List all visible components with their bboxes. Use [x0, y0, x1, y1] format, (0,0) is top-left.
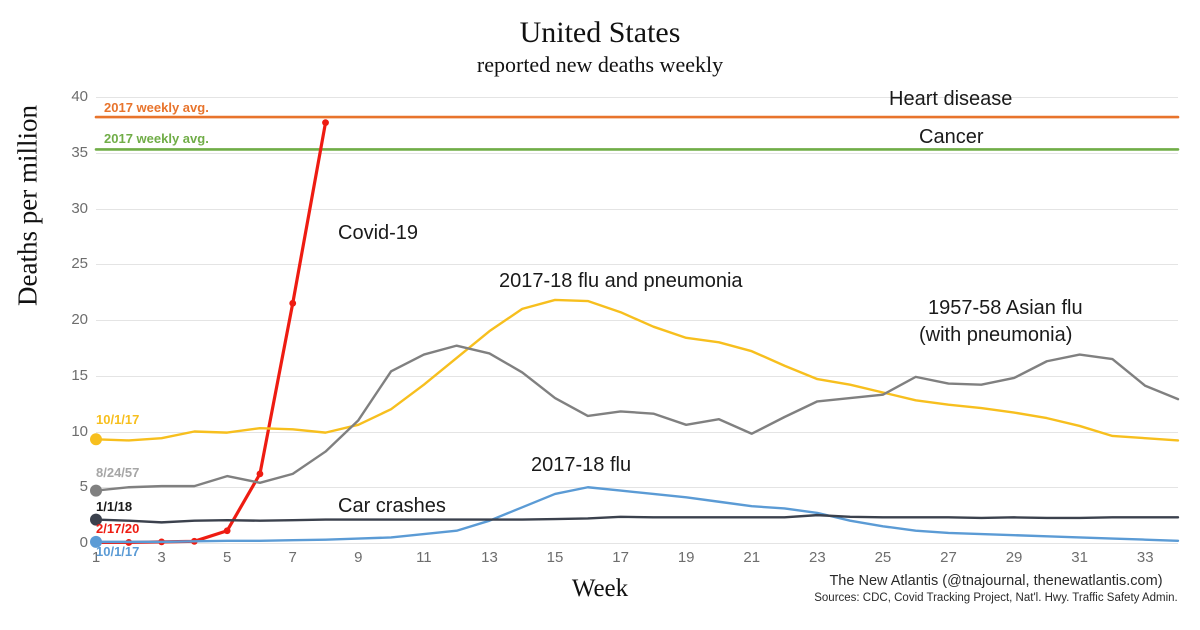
y-axis-tick-label: 10	[71, 422, 88, 440]
reference-label-cancer: 2017 weekly avg.	[104, 131, 209, 146]
annotation-heart-disease: Heart disease	[889, 88, 1013, 110]
gridline	[96, 97, 1178, 98]
x-axis-title: Week	[571, 575, 629, 602]
y-axis-tick-label: 0	[79, 534, 88, 551]
footer: The New Atlantis (@tnajournal, thenewatl…	[806, 572, 1186, 606]
gridline	[96, 543, 1178, 544]
annotation-flu-pneumonia: 2017-18 flu and pneumonia	[499, 270, 743, 292]
series-line-car-crashes	[94, 513, 1180, 524]
series-line-1957-58-asian-flu-with-pneumonia	[94, 344, 1180, 492]
series-start-dot	[90, 535, 102, 548]
gridline	[96, 264, 1178, 266]
gridline	[96, 487, 1178, 489]
x-axis-tick-label: 25	[874, 549, 892, 566]
gridline	[96, 152, 1178, 154]
data-point-marker	[223, 527, 231, 535]
data-point-marker	[256, 470, 264, 478]
y-axis-tick-label: 30	[71, 199, 88, 217]
chart-title-block: United States reported new deaths weekly	[0, 16, 1200, 78]
x-axis-tick-label: 13	[481, 549, 498, 566]
series-line-2017-18-flu-and-pneumonia	[94, 298, 1180, 442]
gridline	[96, 431, 1178, 433]
x-axis-tick-label: 31	[1071, 549, 1088, 566]
series-start-dot	[90, 433, 102, 446]
x-axis-tick-label: 15	[546, 549, 564, 566]
x-axis-tick-label: 5	[222, 549, 232, 566]
x-axis-tick-label: 11	[416, 549, 432, 566]
annotation-flu-2017: 2017-18 flu	[531, 454, 632, 476]
x-axis-tick-label: 7	[288, 549, 297, 566]
footer-sources: Sources: CDC, Covid Tracking Project, Na…	[814, 591, 1178, 604]
start-label-asian-flu: 8/24/57	[96, 465, 140, 480]
series-line-2017-18-flu	[94, 486, 1180, 544]
annotation-covid: Covid-19	[338, 222, 419, 244]
x-axis-tick-label: 3	[157, 549, 166, 566]
annotation-asian-flu-line1: 1957-58 Asian flu	[928, 297, 1083, 319]
y-axis-tick-label: 15	[71, 366, 88, 384]
y-axis-tick-label: 20	[71, 311, 88, 328]
x-axis-tick-label: 9	[354, 549, 363, 566]
gridline	[96, 208, 1178, 210]
x-axis-tick-label: 23	[808, 549, 826, 566]
x-axis-tick-label: 27	[940, 549, 957, 566]
y-axis-tick-label: 25	[71, 255, 88, 273]
start-label-flu: 10/1/17	[96, 544, 140, 559]
y-axis-tick-label: 5	[79, 478, 88, 496]
page-title: United States	[519, 16, 681, 49]
annotation-asian-flu-line2: (with pneumonia)	[919, 324, 1073, 346]
series-start-dot	[90, 484, 102, 497]
y-axis-title: Deaths per million	[12, 105, 43, 306]
data-point-marker	[322, 119, 329, 127]
series-start-dot	[90, 513, 102, 526]
page-subtitle: reported new deaths weekly	[476, 51, 724, 77]
data-point-marker	[289, 299, 297, 307]
y-axis-tick-label: 40	[71, 88, 88, 105]
start-label-car-crashes: 1/1/18	[96, 499, 133, 514]
plot-area: 40 35 30 25 20 15 10 5 0 1 3 5 7 9 11 13 15 17 19 21 23 25 27…	[71, 88, 1180, 566]
y-axis-tick-label: 35	[71, 143, 88, 161]
reference-label-heart-disease: 2017 weekly avg.	[104, 100, 209, 115]
x-axis-tick-label: 1	[91, 549, 101, 566]
x-axis-tick-label: 21	[743, 549, 761, 566]
x-axis-tick-label: 19	[677, 549, 695, 566]
series-layer	[90, 115, 1180, 548]
start-label-covid: 2/17/20	[96, 521, 140, 536]
footer-attribution: The New Atlantis (@tnajournal, thenewatl…	[829, 573, 1163, 589]
start-label-flu-pneumonia: 10/1/17	[96, 412, 140, 427]
annotation-cancer: Cancer	[919, 126, 984, 148]
annotation-car-crashes: Car crashes	[338, 495, 446, 517]
gridline	[96, 375, 1178, 377]
x-axis-tick-label: 29	[1005, 549, 1023, 566]
x-axis-tick-label: 33	[1136, 549, 1154, 566]
x-axis-tick-label: 17	[612, 549, 629, 566]
